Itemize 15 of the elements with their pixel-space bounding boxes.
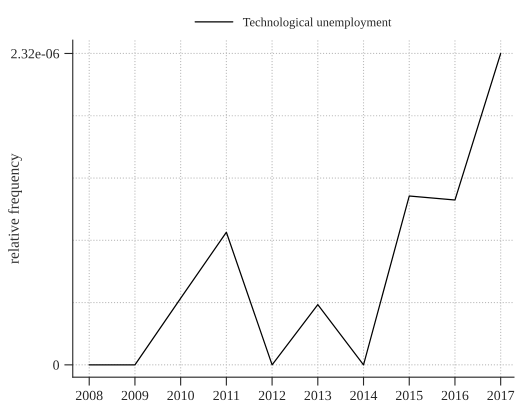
x-tick-label: 2014 [350, 390, 378, 400]
x-tick-label: 2017 [487, 390, 514, 400]
x-tick-label: 2011 [213, 390, 240, 400]
x-tick-label: 2016 [442, 390, 468, 400]
legend-label: Technological unemployment [242, 18, 392, 29]
x-tick-label: 2008 [76, 390, 103, 400]
x-tick-label: 2013 [304, 390, 332, 400]
y-tick-label: 0 [53, 360, 60, 370]
x-tick-label: 2010 [167, 390, 194, 400]
y-axis-title: relative frequency [8, 153, 22, 264]
line-series [88, 52, 502, 366]
x-tick-label: 2009 [122, 390, 148, 400]
y-tick-label: 2.32e-06 [11, 49, 60, 58]
x-tick-label: 2015 [396, 390, 423, 400]
x-tick-label: 2012 [258, 390, 286, 400]
